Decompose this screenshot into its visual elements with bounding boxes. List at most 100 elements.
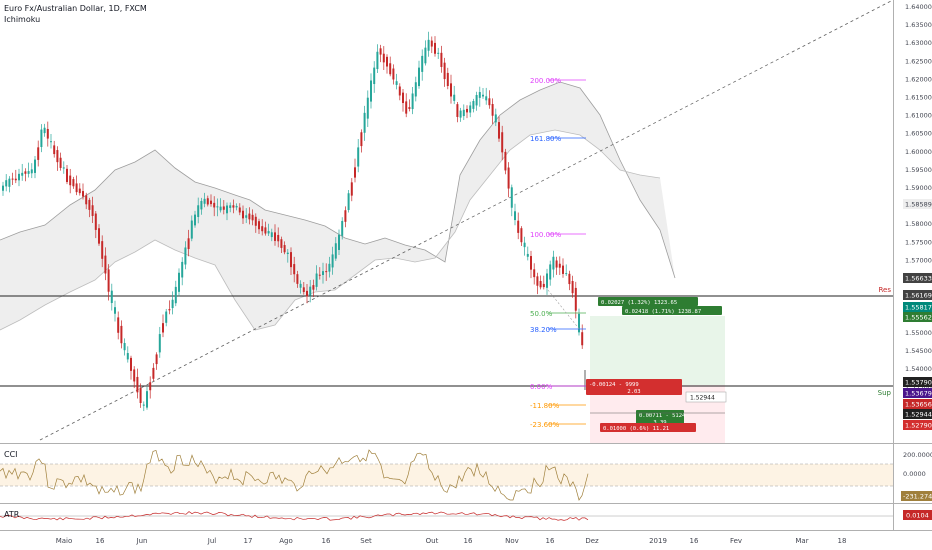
candle-body[interactable] bbox=[382, 53, 385, 63]
price-badge[interactable] bbox=[903, 399, 932, 409]
candle-body[interactable] bbox=[184, 247, 187, 265]
candle-body[interactable] bbox=[578, 313, 580, 333]
candle-body[interactable] bbox=[117, 317, 120, 333]
ichimoku-indicator-label[interactable]: Ichimoku bbox=[4, 15, 41, 24]
candle-body[interactable] bbox=[482, 94, 484, 97]
candle-body[interactable] bbox=[357, 147, 360, 167]
candle-body[interactable] bbox=[200, 200, 203, 210]
candle-body[interactable] bbox=[270, 232, 273, 238]
candle-body[interactable] bbox=[478, 92, 481, 98]
candle-body[interactable] bbox=[498, 122, 500, 139]
candlesticks[interactable] bbox=[2, 31, 586, 412]
entry-label[interactable] bbox=[586, 379, 682, 395]
candle-body[interactable] bbox=[398, 86, 401, 96]
candle-body[interactable] bbox=[235, 205, 238, 208]
candle-body[interactable] bbox=[136, 376, 139, 393]
stop-loss-label[interactable] bbox=[600, 423, 696, 432]
candle-body[interactable] bbox=[107, 269, 110, 292]
candle-body[interactable] bbox=[27, 171, 30, 174]
candle-body[interactable] bbox=[469, 105, 472, 113]
candle-body[interactable] bbox=[251, 214, 254, 221]
candle-body[interactable] bbox=[293, 264, 296, 275]
candle-body[interactable] bbox=[475, 95, 478, 106]
candle-body[interactable] bbox=[360, 132, 363, 147]
time-axis[interactable]: Maio 16 Jun Jul 17 Ago 16 Set Out 16 Nov 16 Dez 2019 1… bbox=[56, 537, 847, 545]
candle-body[interactable] bbox=[392, 68, 395, 80]
candle-body[interactable] bbox=[187, 238, 190, 250]
cci-value-badge[interactable] bbox=[901, 491, 932, 501]
candle-body[interactable] bbox=[98, 228, 100, 244]
candle-body[interactable] bbox=[440, 52, 443, 67]
candle-body[interactable] bbox=[334, 243, 337, 259]
candle-body[interactable] bbox=[555, 260, 558, 268]
candle-body[interactable] bbox=[120, 325, 123, 344]
candle-body[interactable] bbox=[510, 187, 513, 208]
candle-body[interactable] bbox=[226, 205, 228, 214]
atr-value-badge[interactable] bbox=[903, 510, 932, 520]
candle-body[interactable] bbox=[437, 52, 440, 54]
cci-line[interactable] bbox=[0, 449, 589, 501]
price-badge[interactable] bbox=[903, 409, 932, 419]
candle-body[interactable] bbox=[302, 287, 305, 293]
candle-body[interactable] bbox=[341, 220, 344, 236]
candle-body[interactable] bbox=[290, 252, 292, 268]
candle-body[interactable] bbox=[30, 169, 33, 174]
candle-body[interactable] bbox=[69, 175, 72, 186]
candle-body[interactable] bbox=[542, 283, 545, 288]
candle-body[interactable] bbox=[379, 48, 382, 55]
candle-body[interactable] bbox=[267, 231, 270, 234]
candle-body[interactable] bbox=[101, 241, 104, 259]
price-badge[interactable] bbox=[903, 302, 932, 312]
candle-body[interactable] bbox=[155, 354, 158, 365]
candle-body[interactable] bbox=[283, 245, 286, 253]
candle-body[interactable] bbox=[574, 287, 577, 311]
candle-body[interactable] bbox=[258, 221, 260, 230]
candle-body[interactable] bbox=[222, 206, 225, 210]
candle-body[interactable] bbox=[21, 172, 24, 176]
candle-body[interactable] bbox=[581, 332, 584, 346]
take-profit-1-label[interactable] bbox=[598, 297, 698, 306]
candle-body[interactable] bbox=[322, 271, 324, 275]
price-badge[interactable] bbox=[903, 273, 932, 283]
candle-body[interactable] bbox=[370, 80, 372, 102]
price-badge[interactable] bbox=[903, 420, 932, 430]
take-profit-3-label[interactable] bbox=[636, 410, 684, 426]
position-tool[interactable]: 0.02027 (1.32%) 1323.65 0.02418 (1.71%) 1… bbox=[586, 297, 727, 432]
candle-body[interactable] bbox=[562, 265, 564, 274]
candle-body[interactable] bbox=[501, 132, 504, 153]
candle-body[interactable] bbox=[318, 274, 321, 276]
candle-body[interactable] bbox=[430, 40, 433, 47]
candle-body[interactable] bbox=[114, 307, 116, 314]
candle-body[interactable] bbox=[526, 253, 529, 257]
candle-body[interactable] bbox=[363, 112, 366, 133]
atr-line[interactable] bbox=[0, 511, 589, 521]
candle-body[interactable] bbox=[219, 206, 222, 211]
candle-body[interactable] bbox=[571, 281, 574, 294]
candle-body[interactable] bbox=[171, 299, 174, 309]
candle-body[interactable] bbox=[206, 198, 209, 205]
candle-body[interactable] bbox=[523, 242, 526, 248]
candle-body[interactable] bbox=[507, 167, 510, 189]
candle-body[interactable] bbox=[85, 195, 88, 205]
candle-body[interactable] bbox=[514, 211, 516, 221]
candle-body[interactable] bbox=[14, 178, 17, 181]
candle-body[interactable] bbox=[8, 178, 11, 187]
candle-body[interactable] bbox=[133, 369, 136, 382]
candle-body[interactable] bbox=[24, 171, 27, 174]
candle-body[interactable] bbox=[43, 127, 46, 134]
candle-body[interactable] bbox=[66, 168, 68, 182]
candle-body[interactable] bbox=[558, 263, 561, 268]
candle-body[interactable] bbox=[75, 183, 78, 193]
candle-body[interactable] bbox=[229, 205, 232, 208]
candle-body[interactable] bbox=[539, 281, 542, 288]
candle-body[interactable] bbox=[18, 173, 20, 181]
candle-body[interactable] bbox=[91, 205, 94, 216]
candle-body[interactable] bbox=[530, 256, 532, 270]
candle-body[interactable] bbox=[565, 273, 568, 275]
candle-body[interactable] bbox=[296, 274, 299, 284]
candle-body[interactable] bbox=[181, 261, 184, 278]
candle-body[interactable] bbox=[376, 51, 379, 70]
take-profit-2-label[interactable] bbox=[622, 306, 722, 315]
candle-body[interactable] bbox=[40, 129, 43, 147]
